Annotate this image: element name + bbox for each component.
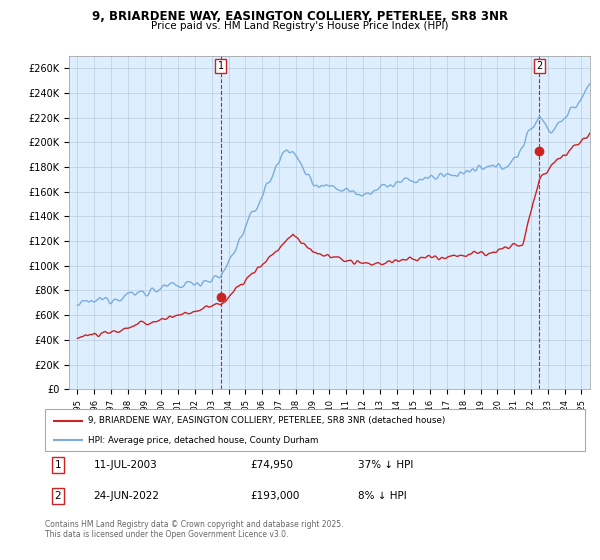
Text: HPI: Average price, detached house, County Durham: HPI: Average price, detached house, Coun…: [88, 436, 319, 445]
Text: 2: 2: [536, 61, 542, 71]
Text: £193,000: £193,000: [250, 491, 299, 501]
Text: 1: 1: [55, 460, 61, 470]
Text: 37% ↓ HPI: 37% ↓ HPI: [358, 460, 413, 470]
Text: 2: 2: [55, 491, 61, 501]
Text: Price paid vs. HM Land Registry's House Price Index (HPI): Price paid vs. HM Land Registry's House …: [151, 21, 449, 31]
FancyBboxPatch shape: [45, 409, 585, 451]
Text: £74,950: £74,950: [250, 460, 293, 470]
Text: 8% ↓ HPI: 8% ↓ HPI: [358, 491, 407, 501]
Text: 1: 1: [218, 61, 224, 71]
Text: 11-JUL-2003: 11-JUL-2003: [94, 460, 157, 470]
Text: 9, BRIARDENE WAY, EASINGTON COLLIERY, PETERLEE, SR8 3NR (detached house): 9, BRIARDENE WAY, EASINGTON COLLIERY, PE…: [88, 416, 446, 425]
Text: 24-JUN-2022: 24-JUN-2022: [94, 491, 160, 501]
Text: 9, BRIARDENE WAY, EASINGTON COLLIERY, PETERLEE, SR8 3NR: 9, BRIARDENE WAY, EASINGTON COLLIERY, PE…: [92, 10, 508, 23]
Text: Contains HM Land Registry data © Crown copyright and database right 2025.
This d: Contains HM Land Registry data © Crown c…: [45, 520, 343, 539]
